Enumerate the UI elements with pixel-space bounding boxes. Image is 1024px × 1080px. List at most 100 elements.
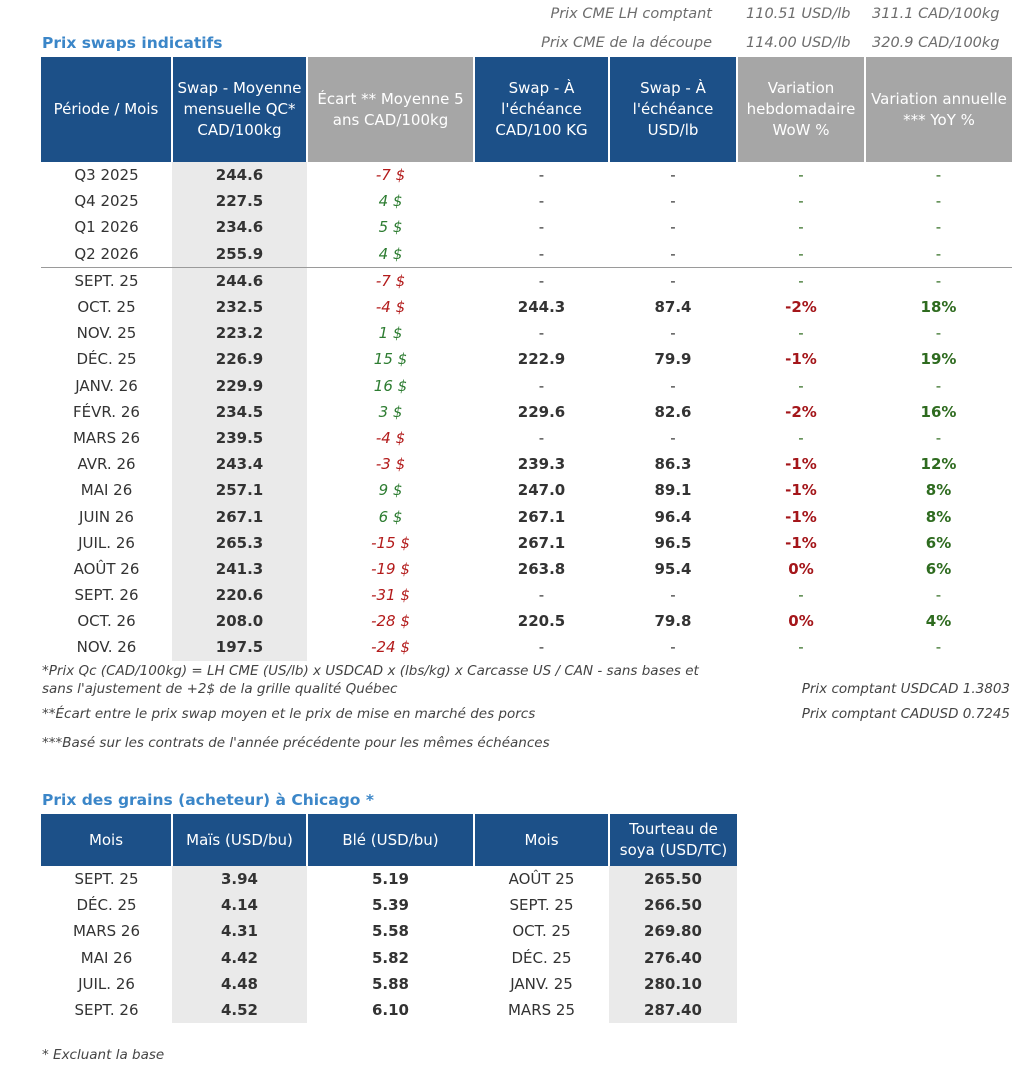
swap-cad-cell: - [474, 266, 609, 294]
wow-cell: -1% [785, 350, 817, 369]
swap-cad-cell: 229.6 [517, 402, 566, 421]
ecart-cell: 9 $ [378, 481, 403, 500]
wow-cell: -1% [785, 481, 817, 500]
swap-usd-cell: 95.4 [654, 559, 692, 578]
ecart-cell: -4 $ [375, 298, 406, 317]
swap-moyenne-cell: 257.1 [172, 477, 307, 504]
table-row: MAI 26 4.42 5.82 DÉC. 25 276.40 [41, 944, 737, 971]
grain-mois-cell: DÉC. 25 [76, 896, 137, 915]
wow-cell: -1% [785, 507, 817, 526]
period-cell: Q3 2025 [74, 166, 139, 185]
soya-cell: 287.40 [609, 996, 737, 1024]
table-row: JUIN 26 267.1 6 $ 267.1 96.4 -1% 8% [41, 503, 1012, 530]
swap-usd-cell: - [670, 638, 676, 657]
table-row: MARS 26 4.31 5.58 OCT. 25 269.80 [41, 918, 737, 945]
swap-usd-cell: 87.4 [654, 298, 692, 317]
swap-moyenne-cell: 208.0 [172, 608, 307, 635]
header-wow: Variation hebdomadaire WoW % [737, 57, 866, 162]
header-periode: Période / Mois [41, 57, 173, 162]
swap-cad-cell: - [538, 244, 545, 263]
swap-moyenne-cell: 241.3 [172, 555, 307, 582]
header-swap-moyenne: Swap - Moyenne mensuelle QC* CAD/100kg [172, 57, 308, 162]
swap-usd-cell: - [670, 244, 676, 263]
swap-cad-cell: 267.1 [517, 533, 566, 552]
yoy-cell: 6% [925, 559, 952, 578]
swap-cad-cell: 263.8 [517, 559, 566, 578]
table-row: SEPT. 26 4.52 6.10 MARS 25 287.40 [41, 996, 737, 1024]
ecart-cell: 15 $ [373, 350, 408, 369]
wow-cell: - [798, 218, 804, 237]
yoy-cell: - [935, 192, 942, 211]
ecart-cell: -4 $ [375, 428, 406, 447]
yoy-cell: 8% [925, 507, 952, 526]
ble-cell: 6.10 [371, 1001, 409, 1020]
ble-cell: 5.88 [371, 974, 409, 993]
yoy-cell: - [935, 638, 942, 657]
swap-usd-cell: - [670, 218, 676, 237]
table-row: DÉC. 25 4.14 5.39 SEPT. 25 266.50 [41, 892, 737, 919]
period-cell: OCT. 26 [77, 612, 136, 631]
period-cell: Q4 2025 [74, 192, 139, 211]
swap-usd-cell: - [670, 192, 676, 211]
ecart-cell: 6 $ [378, 507, 403, 526]
swap-moyenne-cell: 267.1 [172, 503, 307, 530]
soya-mois-cell: OCT. 25 [512, 922, 571, 941]
ecart-cell: -19 $ [371, 559, 410, 578]
table-row: Q3 2025 244.6 -7 $ - - - - [41, 162, 1012, 189]
wow-cell: - [798, 166, 804, 185]
swap-cad-cell: 220.5 [517, 612, 566, 631]
mais-cell: 3.94 [172, 866, 307, 893]
note-base-contrats: ***Basé sur les contrats de l'année préc… [42, 735, 550, 751]
table-row: MAI 26 257.1 9 $ 247.0 89.1 -1% 8% [41, 477, 1012, 504]
swap-moyenne-cell: 265.3 [172, 529, 307, 556]
table-row: JANV. 26 229.9 16 $ - - - - [41, 372, 1012, 399]
swap-cad-cell: 222.9 [517, 350, 566, 369]
swap-cad-cell: - [538, 166, 545, 185]
wow-cell: - [798, 586, 804, 605]
swap-usd-cell: - [670, 324, 676, 343]
table-row: AVR. 26 243.4 -3 $ 239.3 86.3 -1% 12% [41, 451, 1012, 478]
period-cell: DÉC. 25 [76, 350, 137, 369]
swap-cad-cell: - [538, 192, 545, 211]
wow-cell: -2% [785, 298, 817, 317]
soya-cell: 276.40 [609, 944, 737, 971]
swap-usd-cell: - [609, 266, 737, 294]
grains-header-mois-soya: Mois [474, 814, 610, 866]
swap-usd-cell: 89.1 [654, 481, 692, 500]
soya-cell: 280.10 [609, 970, 737, 997]
wow-cell: -1% [785, 533, 817, 552]
period-cell: MAI 26 [80, 481, 133, 500]
ecart-cell: 4 $ [378, 192, 403, 211]
swap-cad-cell: - [538, 218, 545, 237]
swap-moyenne-cell: 255.9 [172, 240, 307, 268]
header-ecart: Écart ** Moyenne 5 ans CAD/100kg [307, 57, 475, 162]
swap-cad-cell: - [538, 324, 545, 343]
yoy-cell: - [935, 376, 942, 395]
table-row: JUIL. 26 265.3 -15 $ 267.1 96.5 -1% 6% [41, 529, 1012, 556]
cme-decoupe-cad: 320.9 CAD/100kg [872, 35, 1000, 51]
wow-cell: - [798, 638, 804, 657]
wow-cell: - [798, 192, 804, 211]
swap-moyenne-cell: 220.6 [172, 582, 307, 609]
ecart-cell: 5 $ [378, 218, 403, 237]
wow-cell: -1% [785, 455, 817, 474]
grains-header-mais: Maïs (USD/bu) [172, 814, 308, 866]
grains-title: Prix des grains (acheteur) à Chicago * [42, 791, 374, 809]
header-yoy: Variation annuelle *** YoY % [865, 57, 1012, 162]
period-cell: JUIN 26 [79, 507, 134, 526]
mais-cell: 4.31 [172, 918, 307, 945]
yoy-cell: - [865, 266, 1012, 294]
swap-moyenne-cell: 234.5 [172, 398, 307, 425]
swap-usd-cell: - [670, 376, 676, 395]
header-swap-usd: Swap - À l'échéance USD/lb [609, 57, 738, 162]
period-cell: SEPT. 26 [74, 586, 139, 605]
yoy-cell: 18% [920, 298, 957, 317]
swap-usd-cell: 82.6 [654, 402, 692, 421]
yoy-cell: 4% [925, 612, 952, 631]
swap-moyenne-cell: 226.9 [172, 346, 307, 373]
swap-moyenne-cell: 234.6 [172, 214, 307, 241]
swap-usd-cell: 79.9 [654, 350, 692, 369]
table-row: AOÛT 26 241.3 -19 $ 263.8 95.4 0% 6% [41, 555, 1012, 582]
swaps-title: Prix swaps indicatifs [42, 34, 223, 52]
note-prix-qc-line1: *Prix Qc (CAD/100kg) = LH CME (US/lb) x … [42, 663, 699, 679]
